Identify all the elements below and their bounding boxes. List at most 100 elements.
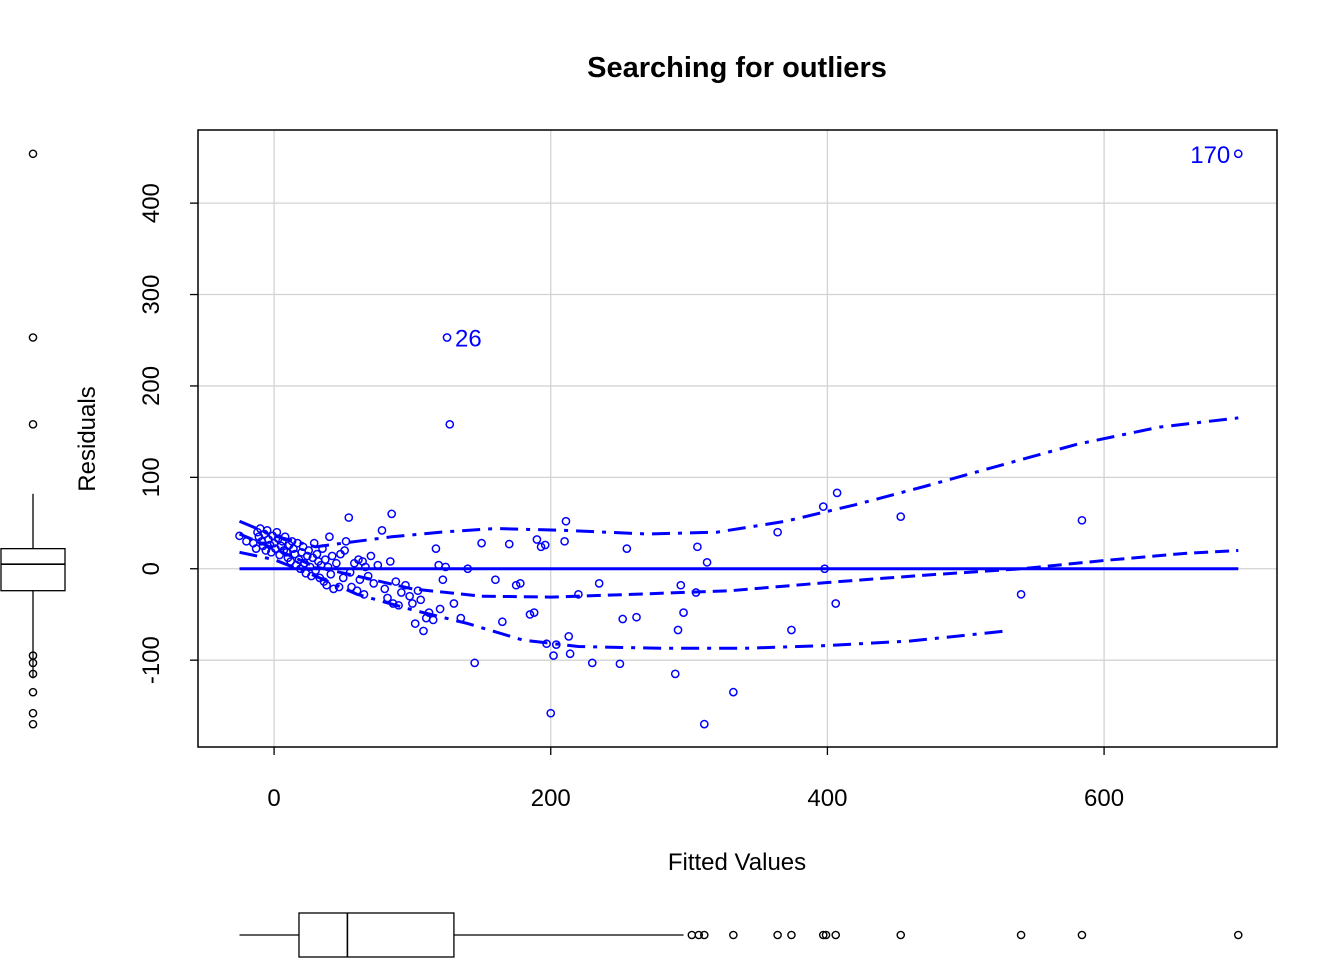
y-tick-label: -100 (138, 636, 165, 684)
x-tick-label: 600 (1084, 785, 1124, 812)
y-axis-label: Residuals (74, 386, 101, 491)
data-point (280, 532, 290, 542)
data-point (818, 502, 828, 511)
data-point (302, 551, 312, 561)
data-point (416, 595, 426, 605)
x-box-outlier (729, 930, 738, 940)
data-point (676, 580, 686, 590)
data-point (564, 632, 574, 641)
data-point (574, 589, 583, 599)
point-label: 26 (455, 325, 482, 352)
data-point (820, 564, 830, 574)
y-box-outlier (28, 719, 38, 729)
data-point (322, 580, 331, 590)
x-tick-label: 0 (267, 785, 280, 812)
data-point (331, 558, 341, 568)
data-point (394, 600, 403, 610)
data-point (345, 568, 355, 577)
data-point (1077, 515, 1087, 525)
data-point (408, 599, 417, 608)
data-point (282, 547, 291, 557)
x-box-outlier (896, 930, 906, 940)
data-point (438, 575, 448, 585)
y-axis: -100 0 100 200 300 400 (138, 183, 198, 684)
x-box-outlier (1016, 930, 1026, 940)
data-point (441, 562, 450, 572)
x-box-outlier (818, 930, 828, 940)
data-point (334, 582, 344, 592)
y-tick-label: 300 (138, 275, 165, 315)
data-point (242, 536, 251, 546)
data-point (1233, 149, 1243, 159)
data-point (773, 527, 782, 537)
data-point (262, 526, 272, 535)
data-point (442, 333, 452, 342)
x-box (298, 912, 455, 958)
data-point (326, 569, 336, 579)
data-point (338, 573, 348, 583)
data-point (401, 580, 410, 590)
data-point (693, 542, 702, 552)
x-box-outlier (787, 930, 796, 940)
data-point (456, 613, 466, 623)
data-point (388, 599, 398, 608)
point-label: 170 (1190, 142, 1230, 169)
x-tick-label: 200 (531, 785, 571, 812)
data-point (449, 599, 459, 608)
x-box-outlier (1233, 930, 1243, 940)
data-point (320, 555, 330, 564)
data-point (832, 488, 842, 498)
x-box-outlier (1077, 930, 1087, 940)
grid (198, 130, 1277, 747)
y-tick-label: 100 (138, 457, 165, 497)
data-point (309, 538, 319, 548)
x-box-outlier (687, 930, 697, 940)
y-tick-label: 200 (138, 366, 165, 406)
y-marginal-boxplot (0, 149, 66, 729)
data-point (341, 536, 351, 546)
data-point (340, 546, 349, 555)
data-point (410, 619, 420, 628)
data-point (679, 608, 688, 617)
chart-title: Searching for outliers (587, 52, 887, 84)
x-box-outlier (694, 930, 704, 940)
data-point (515, 579, 525, 588)
y-tick-label: 0 (138, 562, 165, 575)
data-point (565, 649, 575, 659)
data-point (729, 687, 738, 697)
data-point (699, 719, 709, 729)
data-point (632, 612, 641, 622)
data-point (354, 555, 363, 564)
y-box-outlier (28, 687, 38, 697)
data-point (504, 539, 514, 549)
x-marginal-boxplot (239, 912, 1243, 958)
data-point (622, 544, 632, 553)
data-point (615, 659, 625, 669)
data-point (435, 604, 445, 614)
x-axis: 0 200 400 600 (267, 747, 1124, 812)
y-box-outlier (28, 708, 38, 718)
data-point (702, 558, 712, 567)
data-point (361, 562, 370, 572)
data-point (673, 625, 683, 635)
data-point (413, 586, 423, 596)
y-box-outlier (28, 658, 38, 668)
data-point (369, 579, 379, 588)
y-box (0, 547, 66, 592)
data-point (296, 564, 305, 574)
data-point (405, 591, 414, 601)
plot-frame (197, 129, 1278, 748)
data-point (560, 536, 569, 546)
data-point (366, 551, 376, 561)
data-point (261, 546, 271, 555)
data-point (428, 615, 438, 625)
data-point (327, 551, 337, 561)
data-point (491, 575, 500, 585)
line-upper (238, 416, 1239, 549)
data-points (235, 149, 1243, 729)
data-point (1016, 589, 1026, 599)
data-point (787, 625, 796, 635)
data-point (532, 535, 542, 544)
data-point (325, 532, 334, 542)
data-point (424, 608, 434, 617)
